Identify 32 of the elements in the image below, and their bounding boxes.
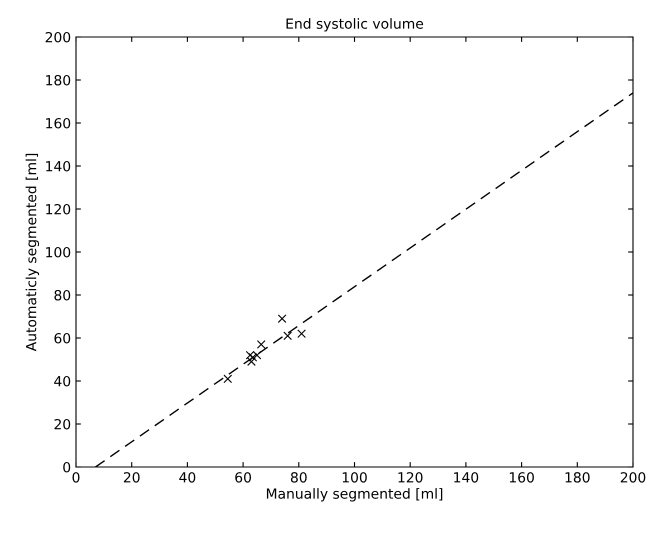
x-tick-label: 40 [179,472,196,483]
point [247,357,256,366]
y-tick-label: 140 [46,160,70,172]
point [278,314,286,324]
x-tick-label: 0 [72,472,80,483]
y-tick-label: 200 [46,32,70,42]
point [256,340,266,349]
x-tick-label: 60 [235,472,252,483]
x-tick-label: 200 [620,472,646,483]
y-tick-label: 120 [46,204,70,214]
chart-title: End systolic volume [286,18,424,32]
point [223,374,232,384]
point [248,352,258,362]
y-tick-label: 180 [46,74,70,86]
y-tick-label: 160 [46,118,70,128]
y-tick-label: 20 [54,418,70,430]
x-tick-label: 180 [566,472,590,483]
y-tick-label: 60 [54,332,70,344]
x-tick-label: 20 [124,472,140,483]
x-axis-title: Manually segmented [ml] [266,488,442,502]
y-tick-label: 40 [54,376,70,386]
x-tick-label: 140 [454,472,478,483]
y-tick-label: 80 [54,290,70,300]
point [283,331,292,340]
y-tick-label: 100 [46,246,70,258]
x-tick-label: 120 [398,472,423,483]
x-tick-label: 100 [342,472,367,483]
x-tick-label: 160 [510,472,534,483]
point [297,329,306,338]
y-tick-label: 0 [63,462,70,472]
x-tick-label: 80 [290,472,307,483]
y-axis-title: Automaticly segmented [ml] [26,154,40,352]
